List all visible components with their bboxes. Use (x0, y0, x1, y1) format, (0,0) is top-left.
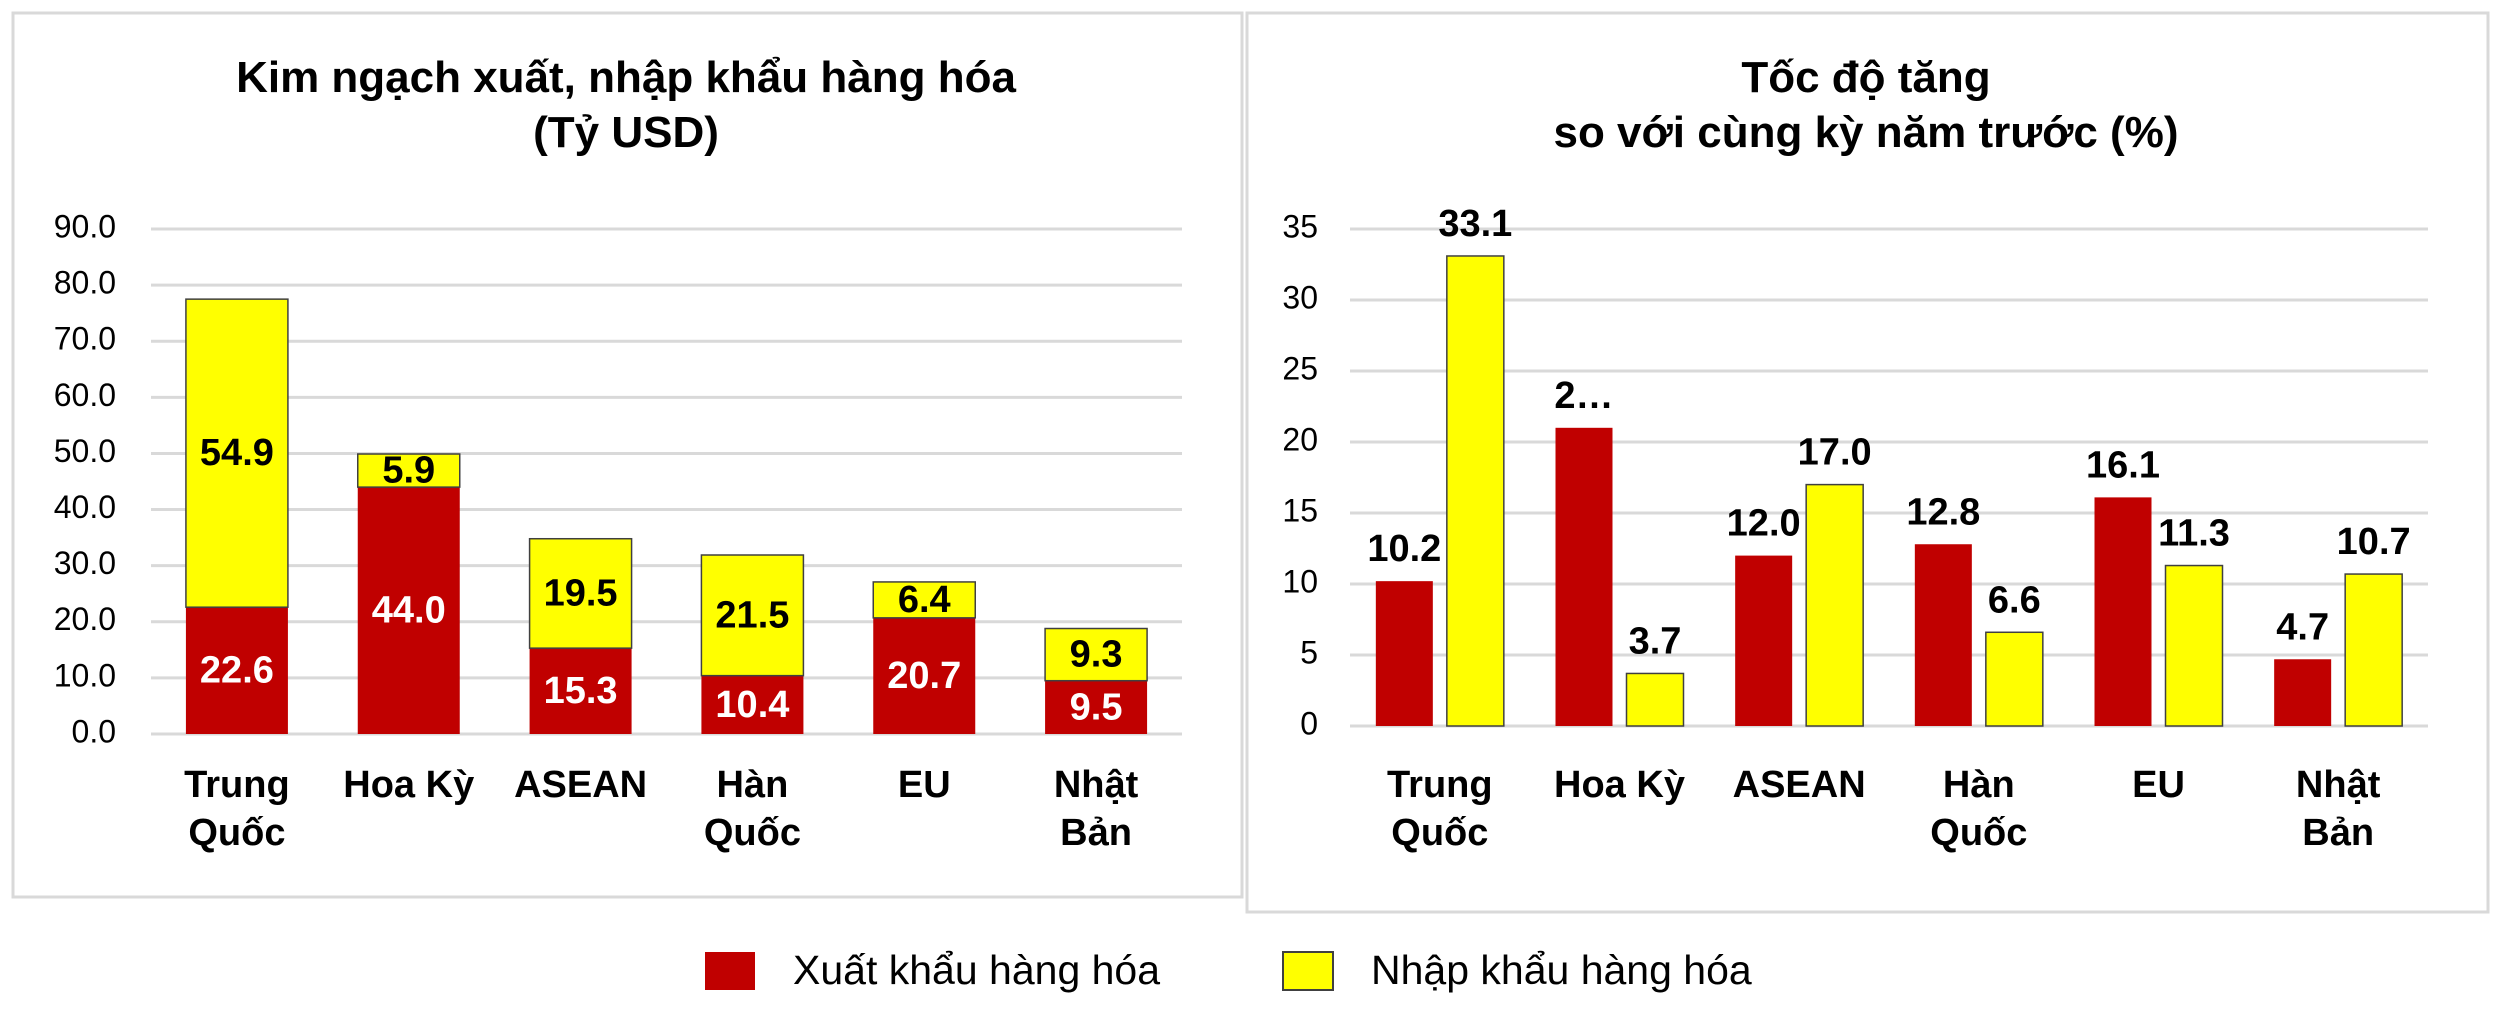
chart-title: Tốc độ tăng so với cùng kỳ năm trước (%) (1553, 53, 2179, 157)
data-label: 12.8 (1906, 491, 1980, 533)
y-tick-label: 35 (1282, 208, 1318, 244)
data-label: 17.0 (1798, 432, 1872, 474)
bar-segment (529, 648, 632, 734)
chart-title: Kim ngạch xuất, nhập khẩu hàng hóa (Tỷ U… (236, 53, 1016, 157)
x-tick-label: Hoa Kỳ (1554, 764, 1685, 806)
y-tick-label: 70.0 (54, 321, 116, 357)
bar (1555, 427, 1613, 726)
bar (1446, 255, 1505, 727)
bar-segment (357, 453, 461, 488)
x-tick-label: ASEAN (1732, 764, 1866, 806)
data-label: 6.4 (898, 579, 951, 621)
data-label: 2… (1554, 375, 1613, 417)
y-tick-label: 80.0 (54, 265, 116, 301)
y-tick-label: 10 (1282, 563, 1318, 599)
bar-segment (1044, 627, 1148, 682)
bar-segment (872, 581, 976, 619)
y-tick-label: 60.0 (54, 377, 116, 413)
data-label: 5.9 (382, 450, 435, 492)
y-tick-label: 10.0 (54, 657, 116, 693)
data-label: 10.4 (715, 684, 789, 726)
bar (2164, 564, 2224, 727)
y-tick-label: 20 (1282, 421, 1318, 457)
data-label: 3.7 (1629, 620, 1682, 662)
bar (2344, 573, 2403, 727)
x-tick-label: EU (2132, 764, 2185, 806)
bar (2274, 659, 2332, 726)
x-tick-label: Hoa Kỳ (343, 764, 475, 806)
data-label: 15.3 (544, 670, 618, 712)
bar (2094, 497, 2152, 726)
bar (1914, 544, 1972, 726)
bar-segment (1045, 680, 1148, 734)
y-tick-label: 90.0 (54, 208, 116, 244)
bar (1625, 672, 1685, 727)
data-label: 6.6 (1988, 579, 2041, 621)
data-label: 12.0 (1727, 503, 1801, 545)
y-tick-label: 5 (1300, 634, 1318, 670)
data-label: 16.1 (2086, 444, 2160, 486)
data-label: 33.1 (1438, 203, 1512, 245)
legend-swatch (1282, 951, 1334, 991)
data-label: 19.5 (544, 572, 618, 614)
bar (1375, 581, 1433, 726)
x-tick-label: Trung Quốc (1387, 764, 1493, 854)
y-tick-label: 50.0 (54, 433, 116, 469)
data-label: 54.9 (200, 432, 274, 474)
bar-segment (873, 617, 976, 734)
x-tick-label: Hàn Quốc (1930, 764, 2028, 854)
y-tick-label: 0.0 (72, 713, 116, 749)
y-tick-label: 30.0 (54, 545, 116, 581)
data-label: 20.7 (887, 655, 961, 697)
bar-segment (701, 675, 804, 734)
y-tick-label: 25 (1282, 350, 1318, 386)
bar (1805, 483, 1864, 727)
bar-segment (185, 607, 288, 734)
x-tick-label: Trung Quốc (184, 764, 290, 854)
y-tick-label: 0 (1300, 705, 1318, 741)
legend-label: Xuất khẩu hàng hóa (793, 947, 1161, 993)
bar-segment (185, 298, 289, 608)
x-tick-label: Nhật Bản (2295, 764, 2381, 854)
data-label: 9.3 (1070, 634, 1123, 676)
legend-label: Nhập khẩu hàng hóa (1371, 947, 1752, 993)
y-tick-label: 40.0 (54, 489, 116, 525)
bar-segment (357, 487, 460, 734)
data-label: 44.0 (372, 590, 446, 632)
bar (1735, 555, 1793, 726)
y-tick-label: 15 (1282, 492, 1318, 528)
data-label: 10.7 (2337, 521, 2411, 563)
x-tick-label: Nhật Bản (1053, 764, 1139, 854)
bar-segment (700, 554, 805, 677)
y-tick-label: 30 (1282, 279, 1318, 315)
data-label: 10.2 (1367, 528, 1441, 570)
bar-segment (528, 537, 633, 649)
data-label: 9.5 (1070, 686, 1123, 728)
y-tick-label: 20.0 (54, 601, 116, 637)
x-tick-label: EU (897, 764, 951, 806)
data-label: 21.5 (715, 594, 789, 636)
x-tick-label: Hàn Quốc (703, 764, 801, 854)
data-label: 11.3 (2158, 513, 2230, 555)
bar (1985, 631, 2044, 727)
data-label: 22.6 (200, 650, 274, 692)
x-tick-label: ASEAN (514, 764, 648, 806)
data-label: 4.7 (2276, 606, 2329, 648)
legend-swatch (705, 952, 755, 990)
